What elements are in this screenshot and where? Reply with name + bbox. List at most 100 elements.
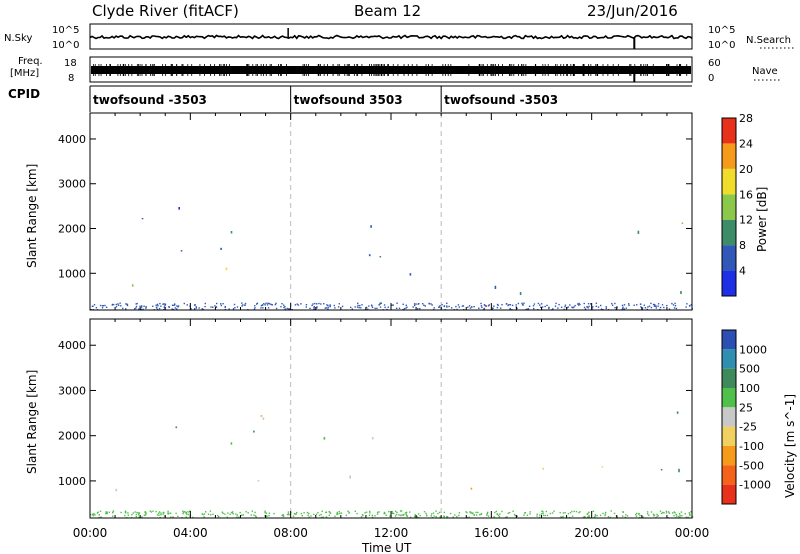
echo-cell xyxy=(625,514,627,516)
echo-cell xyxy=(171,308,173,310)
echo-cell xyxy=(164,303,167,305)
echo-cell xyxy=(587,516,590,518)
echo-cell xyxy=(267,307,270,309)
echo-cell xyxy=(488,304,490,306)
echo-cell xyxy=(668,512,671,514)
freq-tick-bottom: 8 xyxy=(68,73,74,84)
echo-cell xyxy=(487,515,490,517)
echo-cell xyxy=(536,515,538,517)
y-tick-label: 3000 xyxy=(58,384,86,397)
echo-cell xyxy=(536,513,538,515)
echo-cell xyxy=(374,307,376,310)
echo-cell xyxy=(262,307,264,309)
echo-cell xyxy=(155,304,157,306)
echo-cell xyxy=(220,303,222,305)
echo-cell xyxy=(496,306,499,309)
echo-cell xyxy=(155,510,157,513)
echo-cell xyxy=(499,513,501,515)
echo-cell xyxy=(160,305,162,307)
echo-cell xyxy=(569,512,572,514)
echo-cell xyxy=(387,306,389,308)
echo-cell xyxy=(288,514,290,516)
echo-cell xyxy=(540,306,542,308)
echo-cell xyxy=(509,304,512,306)
echo-cell xyxy=(509,511,511,514)
power-colorbar-tick: 16 xyxy=(739,188,753,201)
echo-cell xyxy=(483,308,485,310)
echo-cell xyxy=(201,308,203,310)
echo-cell xyxy=(360,516,363,518)
echo-cell xyxy=(659,306,662,309)
echo-cell xyxy=(567,306,569,308)
echo-cell xyxy=(610,510,612,512)
echo-cell xyxy=(169,512,172,514)
echo-cell xyxy=(137,514,140,516)
echo-cell xyxy=(101,307,104,309)
echo-cell xyxy=(473,514,475,516)
echo-cell xyxy=(228,308,230,310)
echo-cell xyxy=(231,512,233,514)
echo-cell xyxy=(131,284,134,287)
power-mode-change-lines xyxy=(290,113,442,310)
echo-cell xyxy=(376,307,378,309)
echo-cell xyxy=(419,307,421,310)
freq-frame xyxy=(89,56,693,83)
echo-cell xyxy=(367,308,369,310)
velocity-colorbar-frame xyxy=(721,329,737,505)
echo-cell xyxy=(244,302,247,305)
echo-cell xyxy=(685,306,687,308)
echo-cell xyxy=(690,304,693,306)
echo-cell xyxy=(358,306,360,309)
echo-cell xyxy=(203,513,206,515)
echo-cell xyxy=(443,305,446,307)
echo-cell xyxy=(431,513,433,515)
echo-cell xyxy=(595,305,597,307)
echo-cell xyxy=(636,304,638,306)
echo-cell xyxy=(104,304,106,307)
echo-cell xyxy=(676,411,679,414)
echo-cell xyxy=(183,302,185,305)
echo-cell xyxy=(584,516,586,518)
echo-cell xyxy=(323,303,325,305)
echo-cell xyxy=(393,512,395,515)
echo-cell xyxy=(365,306,368,309)
echo-cell xyxy=(360,307,362,309)
echo-cell xyxy=(428,302,430,305)
echo-cell xyxy=(163,515,166,517)
echo-cell xyxy=(571,306,573,308)
echo-cell xyxy=(316,307,318,309)
echo-cell xyxy=(467,306,469,308)
echo-cell xyxy=(684,513,686,515)
echo-cell xyxy=(405,511,408,514)
echo-cell xyxy=(437,512,439,515)
echo-cell xyxy=(216,302,218,305)
echo-cell xyxy=(122,307,124,310)
echo-cell xyxy=(149,510,151,512)
cpid-segment-label: twofsound 3503 xyxy=(294,93,403,107)
echo-cell xyxy=(124,514,126,517)
echo-cell xyxy=(498,515,501,518)
echo-cell xyxy=(156,307,158,309)
velocity-colorbar-swatch xyxy=(722,426,736,446)
echo-cell xyxy=(337,306,340,308)
echo-cell xyxy=(656,515,658,518)
echo-cell xyxy=(539,304,541,306)
echo-cell xyxy=(605,307,607,310)
echo-cell xyxy=(611,304,614,306)
echo-cell xyxy=(220,304,222,307)
echo-cell xyxy=(284,308,287,310)
echo-cell xyxy=(468,516,470,518)
echo-cell xyxy=(532,305,535,307)
echo-cell xyxy=(480,512,483,515)
cpid-segment-label: twofsound -3503 xyxy=(444,93,558,107)
echo-cell xyxy=(653,303,655,306)
echo-cell xyxy=(438,306,440,308)
echo-cell xyxy=(383,304,386,306)
echo-cell xyxy=(549,512,552,515)
echo-cell xyxy=(613,512,616,515)
echo-cell xyxy=(138,516,140,518)
echo-cell xyxy=(621,304,624,307)
power-colorbar-tick: 20 xyxy=(739,163,753,176)
echo-cell xyxy=(416,515,418,518)
echo-cell xyxy=(542,514,545,517)
